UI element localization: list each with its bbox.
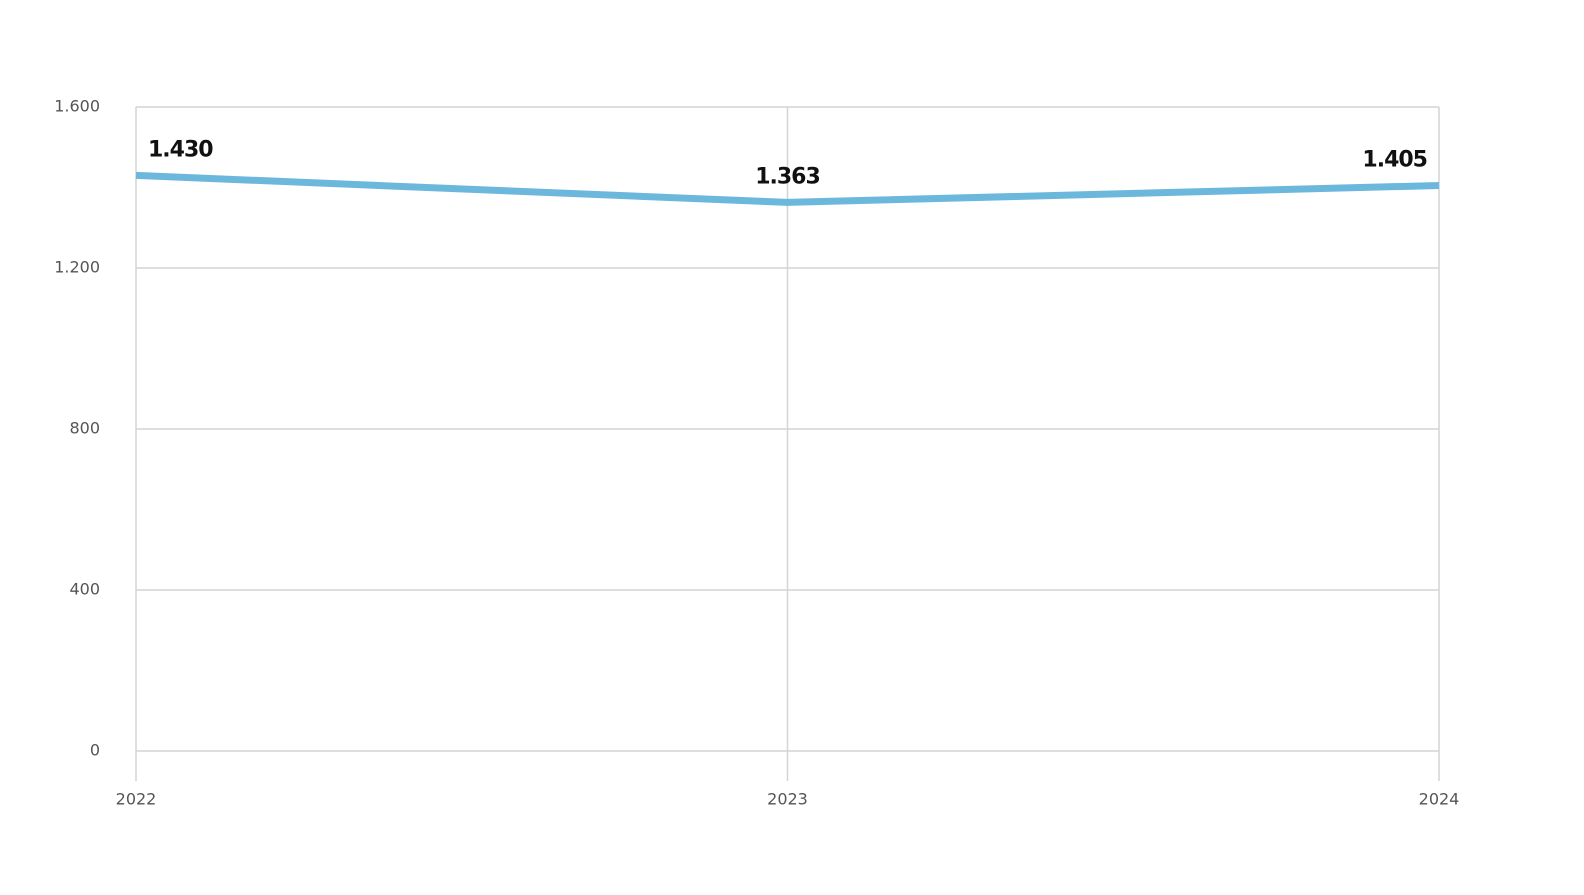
data-label: 1.405: [1362, 147, 1427, 172]
x-tick-label: 2024: [1419, 790, 1460, 809]
y-tick-label: 800: [69, 419, 100, 438]
y-tick-label: 400: [69, 580, 100, 599]
y-tick-label: 1.200: [54, 258, 100, 277]
x-tick-label: 2022: [116, 790, 157, 809]
data-label: 1.363: [755, 164, 820, 189]
y-tick-label: 0: [90, 741, 100, 760]
data-label: 1.430: [148, 137, 213, 162]
y-tick-label: 1.600: [54, 97, 100, 116]
line: [135, 171, 1440, 206]
x-tick-label: 2023: [767, 790, 808, 809]
